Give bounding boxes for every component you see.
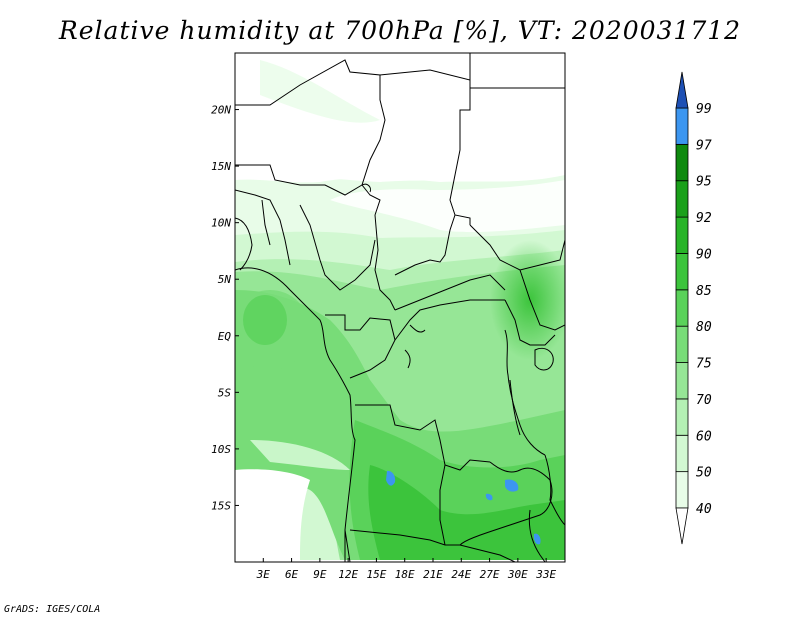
lon-tick-label: 21E [423,568,443,581]
lon-tick-label: 15E [366,568,386,581]
humidity-area-97-b [505,479,519,492]
colorbar-box [675,107,689,145]
lat-tick-label: 10N [211,217,231,230]
colorbar-label: 70 [696,393,712,408]
lon-tick-label: 27E [480,568,500,581]
colorbar-label: 80 [696,320,712,335]
humidity-wisp [260,60,380,123]
border-nigeria [299,204,376,291]
colorbar-high-arrow [675,71,689,109]
lon-tick-label: 6E [285,568,299,581]
humidity-area-80-west [243,295,287,345]
chart-title: Relative humidity at 700hPa [%], VT: 202… [58,16,742,45]
coastline-west [235,267,356,562]
humidity-area-dry-sw2 [250,440,350,470]
colorbar-box [675,253,689,291]
border-malawi [528,509,546,562]
lat-tick-label: EQ [218,330,232,343]
colorbar-label: 95 [696,175,712,190]
colorbar-label: 40 [696,502,712,517]
lat-tick-label: 5N [218,273,232,286]
humidity-area-97-d [485,493,493,501]
colorbar-box [675,216,689,254]
border-drc-north [394,299,505,341]
lon-tick-label: 3E [256,568,271,581]
colorbar-label: 60 [696,429,712,444]
humidity-area-97-c [533,533,541,545]
map-frame [234,52,566,563]
lake-tanganyika [509,379,521,436]
colorbar-label: 50 [696,466,712,481]
lon-tick-label: 9E [313,568,327,581]
humidity-area-85 [368,465,565,560]
lat-tick-label: 10S [211,443,231,456]
border-tanzania [544,454,565,526]
border-uganda [504,299,556,346]
colorbar-box [675,325,689,363]
border-angola-drc [355,404,491,471]
lat-tick-label: 15N [211,160,231,173]
border-chad-sudan [394,214,456,276]
humidity-area-dry-lobe [330,180,565,233]
lake-chad [361,183,371,193]
lat-tick-label: 20N [211,104,231,117]
lon-tick-label: 18E [395,568,415,581]
river-congo [404,324,426,369]
colorbar-label: 90 [696,247,712,262]
lon-tick-label: 12E [338,568,358,581]
border-egypt-sudan [469,53,565,89]
colorbar-label: 85 [696,284,712,299]
grads-credit: GrADS: IGES/COLA [4,604,101,615]
colorbar-box [675,180,689,218]
colorbar-box [675,398,689,436]
colorbar-low-arrow [675,507,689,545]
colorbar-box [675,289,689,327]
border-angola-south [349,529,460,546]
lake-victoria [534,347,554,371]
colorbar: 40 50 60 70 75 80 85 90 92 95 97 99 [675,71,712,545]
colorbar-label: 75 [696,357,712,372]
border-namibia [344,529,351,562]
colorbar-box [675,362,689,400]
humidity-area-97-a [386,470,396,486]
border-angola-zambia [439,464,446,546]
border-car [394,274,506,311]
colorbar-label: 97 [696,138,712,153]
lon-tick-label: 33E [535,568,556,581]
colorbar-box [675,434,689,473]
lon-tick-label: 30E [507,568,528,581]
colorbar-label: 92 [696,211,712,226]
country-borders [235,53,565,562]
colorbar-box [675,471,689,509]
humidity-area-85-east [490,240,565,360]
border-niger [235,164,381,216]
lat-tick-label: 5S [218,386,232,399]
humidity-field [235,53,565,562]
border-libya-chad [379,69,471,225]
border-cameroon-chad [374,214,396,311]
border-ghana-togo [261,199,271,246]
border-zimbabwe [459,544,516,562]
border-mali-burkina [235,189,291,266]
colorbar-label: 99 [696,102,712,117]
border-ethiopia [519,269,565,331]
humidity-area-dry-sw [235,469,310,562]
lat-tick-label: 15S [211,499,231,512]
lon-tick-label: 24E [451,568,471,581]
border-congo-gabon [325,314,396,379]
colorbar-box [675,143,689,182]
latitude-axis: 20N 15N 10N 5N EQ 5S 10S 15S [211,104,239,512]
coast-gulf-guinea [235,217,253,271]
longitude-axis: 3E 6E 9E 12E 15E 18E 21E 24E 27E 30E 33E [256,558,556,581]
